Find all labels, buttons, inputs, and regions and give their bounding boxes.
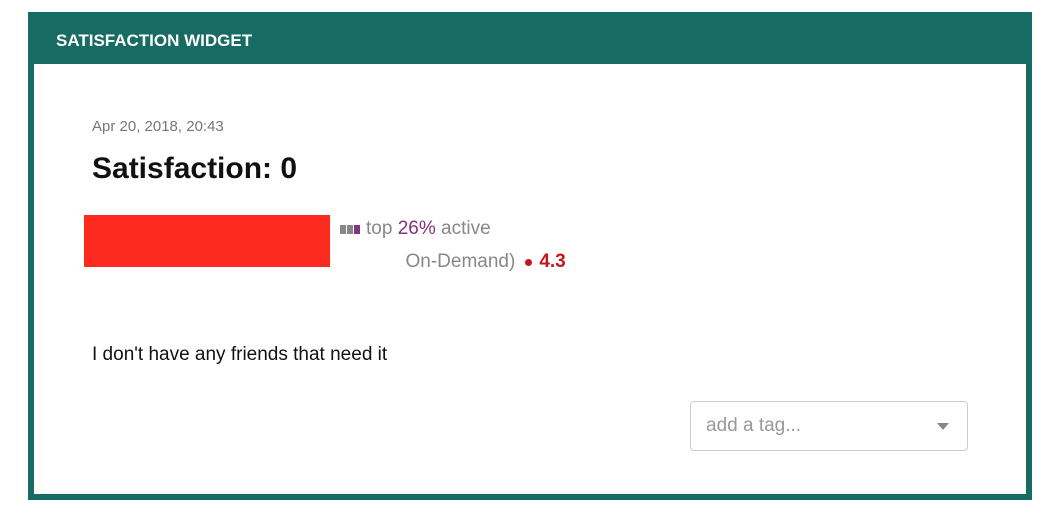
activity-bars-icon xyxy=(340,218,366,240)
rating-value: 4.3 xyxy=(539,251,566,272)
response-comment: I don't have any friends that need it xyxy=(92,344,388,365)
activity-line: top 26% active xyxy=(340,218,491,240)
widget-body: Apr 20, 2018, 20:43 Satisfaction: 0 top … xyxy=(34,64,1026,494)
plan-name: On-Demand) xyxy=(405,251,516,272)
plan-line: xxxxxxxxxxxxxxxxxxxxxxxxxxxxxxxxx On-Dem… xyxy=(92,251,566,273)
add-tag-select[interactable]: add a tag... xyxy=(690,401,968,451)
widget-title: SATISFACTION WIDGET xyxy=(56,31,253,50)
chevron-down-icon[interactable] xyxy=(937,423,949,430)
satisfaction-widget: SATISFACTION WIDGET Apr 20, 2018, 20:43 … xyxy=(28,12,1032,500)
satisfaction-score: Satisfaction: 0 xyxy=(92,152,298,185)
redaction-box xyxy=(84,215,330,267)
rating-dot-icon xyxy=(525,258,533,266)
activity-percent: 26% xyxy=(397,218,436,239)
activity-prefix: top xyxy=(366,218,393,239)
activity-suffix: active xyxy=(441,218,491,239)
response-date: Apr 20, 2018, 20:43 xyxy=(92,118,224,135)
tag-placeholder: add a tag... xyxy=(706,415,802,436)
